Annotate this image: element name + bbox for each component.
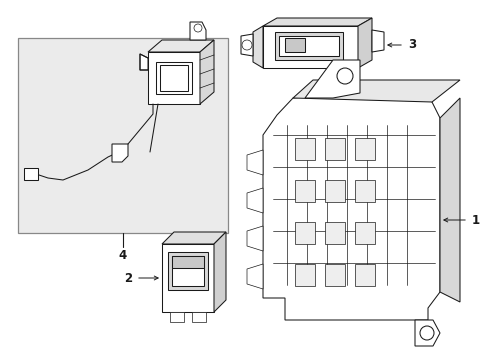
Circle shape <box>242 40 251 50</box>
Polygon shape <box>241 34 252 56</box>
Polygon shape <box>162 232 225 244</box>
Polygon shape <box>294 138 314 160</box>
Polygon shape <box>252 26 263 68</box>
Bar <box>279 36 338 56</box>
Polygon shape <box>112 144 128 162</box>
Polygon shape <box>292 80 459 102</box>
Polygon shape <box>263 26 357 68</box>
Polygon shape <box>439 98 459 302</box>
Polygon shape <box>354 222 374 244</box>
Polygon shape <box>263 88 439 320</box>
Polygon shape <box>371 30 383 52</box>
Polygon shape <box>190 22 205 40</box>
Polygon shape <box>294 264 314 286</box>
Polygon shape <box>200 40 214 104</box>
Bar <box>170 312 183 322</box>
Polygon shape <box>246 150 263 175</box>
Text: 4: 4 <box>119 249 127 262</box>
Circle shape <box>194 24 202 32</box>
Bar <box>172 256 203 268</box>
Polygon shape <box>162 244 214 312</box>
Polygon shape <box>325 138 345 160</box>
Polygon shape <box>148 40 214 52</box>
Polygon shape <box>214 232 225 312</box>
Text: 3: 3 <box>407 39 415 51</box>
Polygon shape <box>246 188 263 213</box>
Bar <box>18 38 227 233</box>
Bar <box>168 252 207 290</box>
Polygon shape <box>246 264 263 289</box>
Text: 1: 1 <box>471 213 479 226</box>
Polygon shape <box>357 18 371 68</box>
Polygon shape <box>354 180 374 202</box>
Polygon shape <box>305 60 359 98</box>
Polygon shape <box>325 264 345 286</box>
Bar <box>192 312 205 322</box>
Circle shape <box>336 68 352 84</box>
Polygon shape <box>246 226 263 251</box>
Polygon shape <box>354 264 374 286</box>
Polygon shape <box>263 18 371 26</box>
Polygon shape <box>354 138 374 160</box>
Bar <box>160 65 187 91</box>
Circle shape <box>419 326 433 340</box>
Bar <box>172 256 203 286</box>
Polygon shape <box>325 180 345 202</box>
Bar <box>156 62 192 94</box>
Polygon shape <box>148 52 200 104</box>
Polygon shape <box>294 222 314 244</box>
Bar <box>274 32 342 60</box>
Polygon shape <box>24 168 38 180</box>
Polygon shape <box>294 180 314 202</box>
Polygon shape <box>325 222 345 244</box>
Text: 2: 2 <box>123 271 132 284</box>
Bar <box>285 38 305 52</box>
Polygon shape <box>414 320 439 346</box>
Polygon shape <box>140 54 148 70</box>
